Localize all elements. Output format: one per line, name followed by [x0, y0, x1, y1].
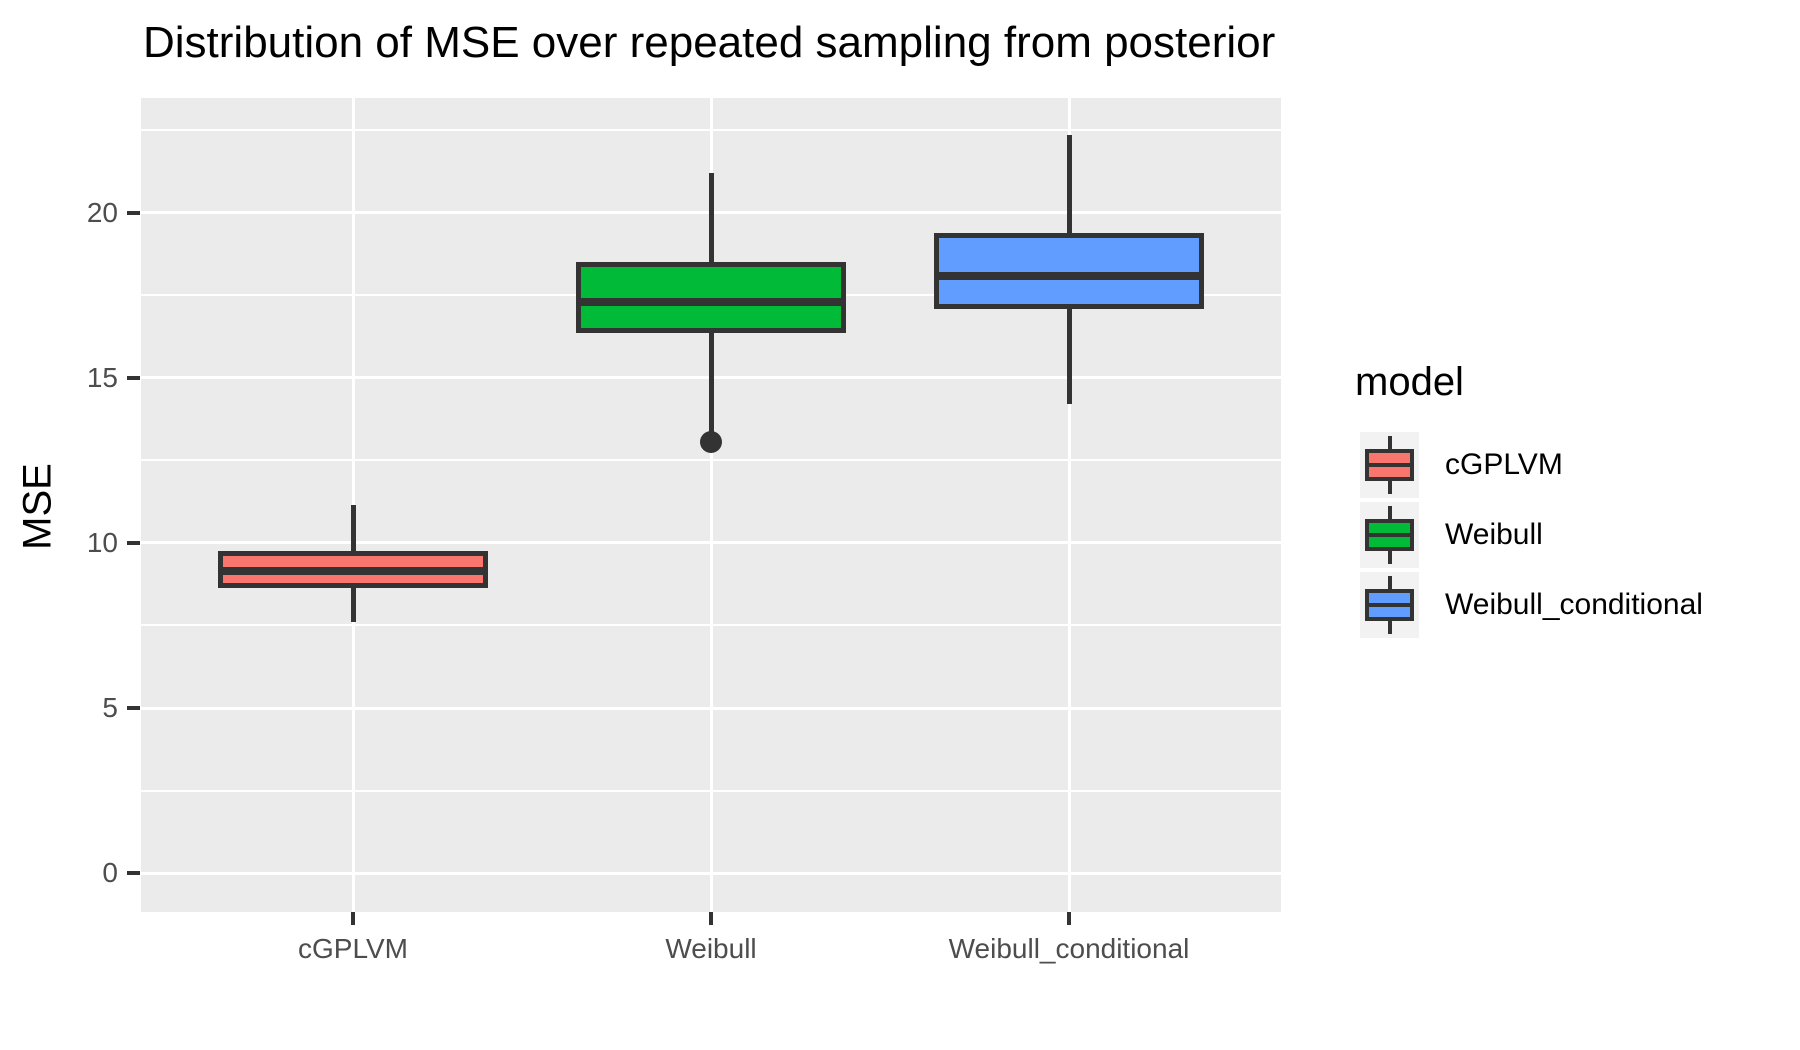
y-axis-tick-label: 20: [86, 196, 118, 228]
iqr-box: [934, 232, 1204, 309]
legend: model cGPLVM Weibull Weibull_conditional: [1355, 360, 1795, 660]
y-axis-tick-mark: [127, 375, 140, 380]
y-axis-tick-mark: [127, 871, 140, 876]
y-axis-tick-mark: [127, 210, 140, 215]
y-axis: 0 5 10 15 20: [0, 0, 141, 1050]
legend-key-Weibull: [1360, 502, 1419, 568]
legend-title: model: [1355, 360, 1464, 404]
upper-whisker: [1066, 135, 1072, 233]
upper-whisker: [708, 173, 714, 263]
median-line: [939, 271, 1199, 280]
y-axis-tick-mark: [127, 706, 140, 710]
legend-label-cGPLVM: cGPLVM: [1445, 448, 1563, 481]
legend-key-lower-whisker: [1388, 551, 1392, 564]
lower-whisker: [350, 587, 356, 623]
x-axis-tick-mark: [709, 912, 713, 925]
median-line: [581, 297, 841, 306]
x-axis-tick-label: Weibull_conditional: [948, 933, 1190, 964]
upper-whisker: [350, 505, 356, 552]
lower-whisker: [708, 333, 714, 433]
y-axis-tick-label: 15: [86, 361, 118, 393]
x-axis-tick-mark: [351, 912, 355, 925]
y-axis-tick-label: 10: [86, 526, 118, 558]
x-axis-tick-label: Weibull: [665, 933, 757, 964]
legend-key-median: [1369, 463, 1410, 467]
x-axis: cGPLVM Weibull Weibull_conditional: [0, 912, 1800, 992]
gridline-major-vertical: [709, 98, 713, 912]
legend-key-cGPLVM: [1360, 432, 1419, 498]
median-line: [223, 567, 483, 576]
legend-key-Weibull_conditional: [1360, 572, 1419, 638]
legend-label-Weibull_conditional: Weibull_conditional: [1445, 588, 1703, 621]
y-axis-tick-label: 0: [102, 857, 118, 889]
legend-key-lower-whisker: [1388, 621, 1392, 634]
legend-key-median: [1369, 603, 1410, 607]
plot-title: Distribution of MSE over repeated sampli…: [143, 18, 1276, 67]
iqr-box: [576, 262, 846, 334]
y-axis-tick-label: 5: [102, 692, 118, 723]
legend-key-lower-whisker: [1388, 481, 1392, 494]
outlier-point: [700, 431, 722, 454]
legend-key-upper-whisker: [1388, 506, 1392, 519]
legend-key-upper-whisker: [1388, 576, 1392, 589]
gridline-major-vertical: [1067, 98, 1071, 912]
legend-label-Weibull: Weibull: [1445, 518, 1543, 551]
x-axis-tick-mark: [1067, 912, 1071, 925]
lower-whisker: [1066, 308, 1072, 405]
x-axis-tick-label: cGPLVM: [298, 933, 408, 964]
legend-key-median: [1369, 533, 1410, 537]
legend-key-upper-whisker: [1388, 436, 1392, 449]
y-axis-tick-mark: [127, 540, 140, 545]
